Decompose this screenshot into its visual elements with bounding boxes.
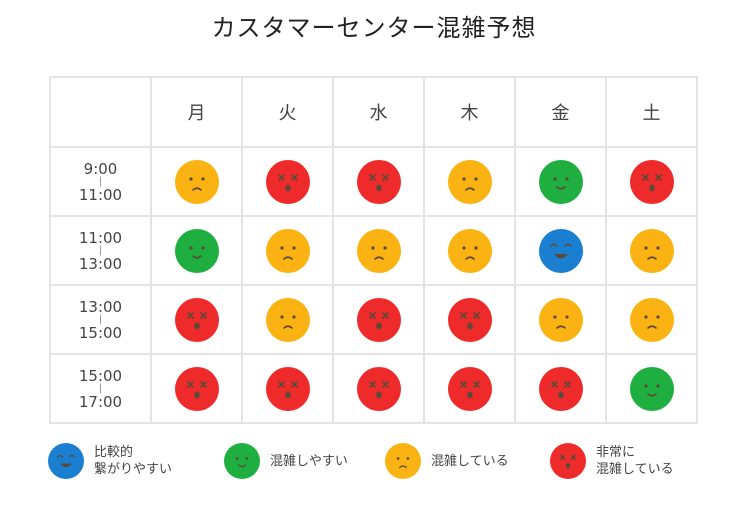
congestion-cell [332,353,425,424]
legend-item-easy: 混雑しやすい [224,441,348,481]
day-header: 火 [241,76,334,148]
face-very-busy-icon [174,366,219,411]
face-very-busy-icon [447,366,492,411]
legend: 比較的 繋がりやすい 混雑しやすい 混雑している 非常に 混雑している [0,441,748,485]
face-easy-icon [174,228,219,273]
face-very-busy-icon [174,297,219,342]
day-header: 木 [423,76,516,148]
face-busy-icon [538,297,583,342]
time-separator: | [98,175,103,187]
congestion-cell [332,284,425,355]
legend-item-very-busy: 非常に 混雑している [550,441,674,481]
congestion-cell [150,284,243,355]
congestion-cell [423,353,516,424]
page-title: カスタマーセンター混雑予想 [211,14,537,42]
time-slot-label: 13:00 | 15:00 [49,284,152,355]
congestion-cell [605,353,698,424]
congestion-cell [241,146,334,217]
face-very-busy-icon [356,366,401,411]
day-header: 金 [514,76,607,148]
congestion-cell [514,146,607,217]
time-slot-label: 9:00 | 11:00 [49,146,152,217]
congestion-cell [332,146,425,217]
time-slot-label: 11:00 | 13:00 [49,215,152,286]
face-very-busy-icon [265,366,310,411]
time-separator: | [98,313,103,325]
congestion-cell [514,284,607,355]
face-busy-icon [265,228,310,273]
header-row: 月 火 水 木 金 土 [49,76,698,148]
table-row: 15:00 | 17:00 [49,353,698,424]
congestion-cell [514,353,607,424]
legend-item-very-easy: 比較的 繋がりやすい [48,441,172,481]
time-start: 15:00 [78,366,123,385]
day-header: 水 [332,76,425,148]
legend-item-busy: 混雑している [385,441,509,481]
time-end: 13:00 [78,254,123,273]
face-very-busy-icon [447,297,492,342]
day-header: 土 [605,76,698,148]
congestion-table: 月 火 水 木 金 土 9:00 | 11:00 11:00 | [49,76,698,424]
time-start: 9:00 [83,159,118,178]
face-very-busy-icon [265,159,310,204]
day-header: 月 [150,76,243,148]
time-start: 13:00 [78,297,123,316]
face-very-busy-icon [550,443,586,479]
face-very-busy-icon [356,297,401,342]
face-very-busy-icon [538,366,583,411]
congestion-cell [150,353,243,424]
congestion-cell [150,146,243,217]
congestion-cell [241,284,334,355]
time-end: 15:00 [78,323,123,342]
legend-label: 比較的 繋がりやすい [94,445,173,477]
time-start: 11:00 [78,228,123,247]
table-row: 11:00 | 13:00 [49,215,698,286]
face-easy-icon [629,366,674,411]
congestion-cell [241,215,334,286]
face-busy-icon [356,228,401,273]
time-separator: | [98,382,103,394]
face-very-busy-icon [629,159,674,204]
face-busy-icon [629,228,674,273]
congestion-cell [605,146,698,217]
face-easy-icon [224,443,260,479]
corner-cell [49,76,152,148]
congestion-cell [241,353,334,424]
time-separator: | [98,244,103,256]
congestion-cell [423,215,516,286]
legend-label: 混雑しやすい [270,453,348,469]
time-end: 11:00 [78,185,123,204]
table-row: 13:00 | 15:00 [49,284,698,355]
congestion-cell [423,284,516,355]
congestion-cell [150,215,243,286]
time-slot-label: 15:00 | 17:00 [49,353,152,424]
legend-label: 混雑している [431,453,509,469]
congestion-cell [423,146,516,217]
face-busy-icon [447,228,492,273]
face-busy-icon [265,297,310,342]
face-busy-icon [447,159,492,204]
face-easy-icon [538,159,583,204]
face-busy-icon [174,159,219,204]
time-end: 17:00 [78,392,123,411]
congestion-cell [605,215,698,286]
face-busy-icon [385,443,421,479]
face-busy-icon [629,297,674,342]
congestion-cell [605,284,698,355]
congestion-cell [514,215,607,286]
face-very-easy-icon [48,443,84,479]
face-very-busy-icon [356,159,401,204]
face-very-easy-icon [538,228,583,273]
congestion-cell [332,215,425,286]
legend-label: 非常に 混雑している [596,445,674,477]
table-row: 9:00 | 11:00 [49,146,698,217]
